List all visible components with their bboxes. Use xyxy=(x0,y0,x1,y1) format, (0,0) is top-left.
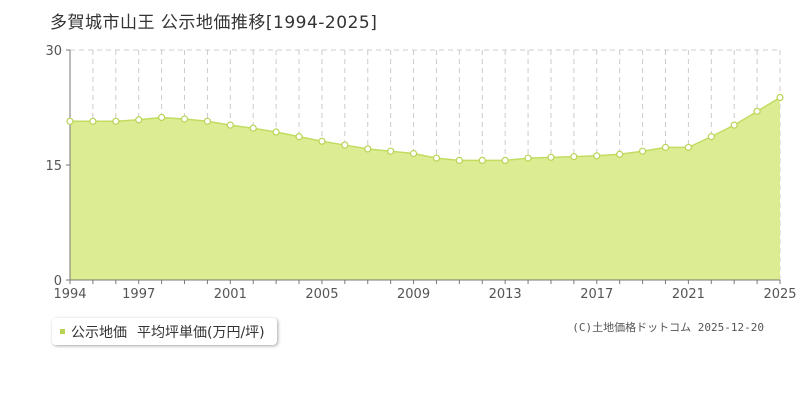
y-tick-label: 15 xyxy=(45,159,62,174)
data-point xyxy=(89,117,97,125)
data-points xyxy=(66,93,784,164)
data-point xyxy=(203,117,212,125)
legend-unit-label: 平均坪単価(万円/坪) xyxy=(137,324,265,341)
data-point xyxy=(616,150,624,158)
data-point xyxy=(272,128,280,136)
x-tick-label: 1994 xyxy=(53,287,86,302)
data-point xyxy=(318,137,326,145)
data-point xyxy=(387,147,395,155)
price-area xyxy=(70,96,781,280)
data-point xyxy=(112,117,120,125)
data-point xyxy=(478,156,486,164)
data-point xyxy=(135,116,143,124)
data-point xyxy=(341,141,349,149)
series-area-fill xyxy=(70,97,780,280)
x-tick-label: 2025 xyxy=(763,287,796,302)
data-point xyxy=(295,133,303,141)
legend: 公示地価 平均坪単価(万円/坪) xyxy=(52,318,277,345)
data-point xyxy=(364,145,372,153)
y-tick-label: 30 xyxy=(45,44,62,59)
data-point xyxy=(730,121,738,129)
x-tick-label: 2017 xyxy=(580,287,613,302)
data-point xyxy=(409,149,418,158)
data-point xyxy=(455,156,463,164)
data-point xyxy=(570,152,578,161)
legend-series-label: 公示地価 xyxy=(71,324,127,341)
data-point xyxy=(547,153,555,161)
data-point xyxy=(593,152,601,160)
x-tick-label: 2001 xyxy=(214,287,247,302)
legend-marker-icon xyxy=(60,329,65,334)
series-line xyxy=(70,96,781,162)
data-point xyxy=(776,93,784,102)
data-point xyxy=(753,107,761,115)
data-point xyxy=(432,154,441,162)
x-tick-label: 2009 xyxy=(397,287,430,302)
data-point xyxy=(158,113,166,122)
x-tick-label: 2005 xyxy=(305,287,338,302)
data-point xyxy=(501,156,509,164)
data-point xyxy=(684,143,692,151)
page-title: 多賀城市山王 公示地価推移[1994-2025] xyxy=(50,13,378,33)
axes xyxy=(66,49,781,284)
y-tick-label: 0 xyxy=(54,274,62,289)
data-point xyxy=(707,133,715,141)
x-tick-label: 1997 xyxy=(122,287,155,302)
data-point xyxy=(638,147,647,155)
tick-labels: 0 15 30 1994 1997 2001 2005 2009 2013 2017 2021 202… xyxy=(45,44,796,302)
x-tick-label: 2013 xyxy=(489,287,522,302)
data-point xyxy=(226,121,234,129)
x-tick-label: 2021 xyxy=(672,287,705,302)
credit-text: (C)土地価格ドットコム 2025-12-20 xyxy=(572,321,764,334)
data-point xyxy=(524,154,532,162)
data-point xyxy=(180,115,189,123)
data-point xyxy=(249,124,257,132)
data-point xyxy=(661,143,670,151)
data-point xyxy=(66,117,74,125)
